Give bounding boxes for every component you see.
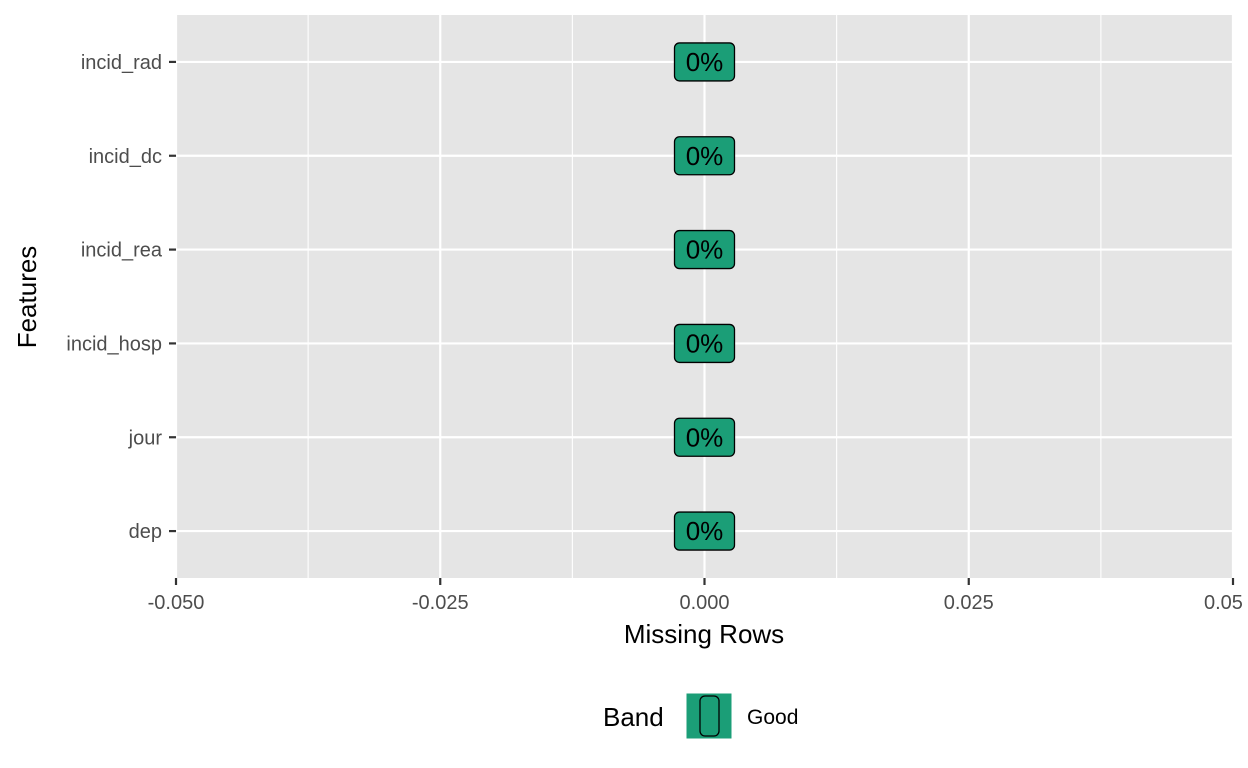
y-axis: incid_rad incid_dc incid_rea incid_hospjour… bbox=[66, 52, 176, 543]
data-label: 0% bbox=[686, 141, 724, 171]
data-label-box bbox=[673, 417, 736, 457]
x-tick-label: 0.000 bbox=[679, 592, 729, 614]
minor-gridlines bbox=[307, 15, 1102, 578]
legend-title: Band bbox=[603, 702, 664, 732]
x-tick-label: -0.050 bbox=[148, 592, 205, 614]
data-label: 0% bbox=[686, 328, 724, 358]
y-tick-label: incid_hosp bbox=[66, 333, 162, 355]
data-label: 0% bbox=[686, 516, 724, 546]
data-label: 0% bbox=[686, 422, 724, 452]
data-labels-layer: 0% 0% 0% 0% 0% 0% bbox=[673, 42, 736, 551]
data-label-box bbox=[673, 511, 736, 551]
data-label-box bbox=[673, 42, 736, 82]
y-tick-label: incid_rea bbox=[81, 240, 163, 262]
data-label: 0% bbox=[686, 235, 724, 265]
x-tick-label: 0.025 bbox=[944, 592, 994, 614]
y-axis-title: Features bbox=[12, 246, 42, 349]
data-label-box bbox=[673, 229, 736, 270]
x-tick-label: -0.025 bbox=[412, 592, 469, 614]
x-axis: -0.050 -0.025 0.000 0.025 0.05 bbox=[148, 578, 1243, 614]
y-tick-label: jour bbox=[128, 427, 163, 449]
data-label: 0% bbox=[686, 47, 724, 77]
data-label-box bbox=[673, 136, 736, 176]
data-label-box bbox=[673, 323, 736, 364]
y-tick-label: incid_dc bbox=[89, 146, 162, 168]
legend-key-label-icon bbox=[699, 695, 720, 737]
legend-label-good: Good bbox=[747, 706, 798, 729]
x-axis-title: Missing Rows bbox=[624, 619, 784, 649]
legend: Band Good bbox=[603, 692, 798, 740]
y-tick-label: incid_rad bbox=[81, 52, 162, 74]
y-tick-label: dep bbox=[129, 521, 162, 543]
x-tick-label: 0.05 bbox=[1204, 592, 1243, 614]
